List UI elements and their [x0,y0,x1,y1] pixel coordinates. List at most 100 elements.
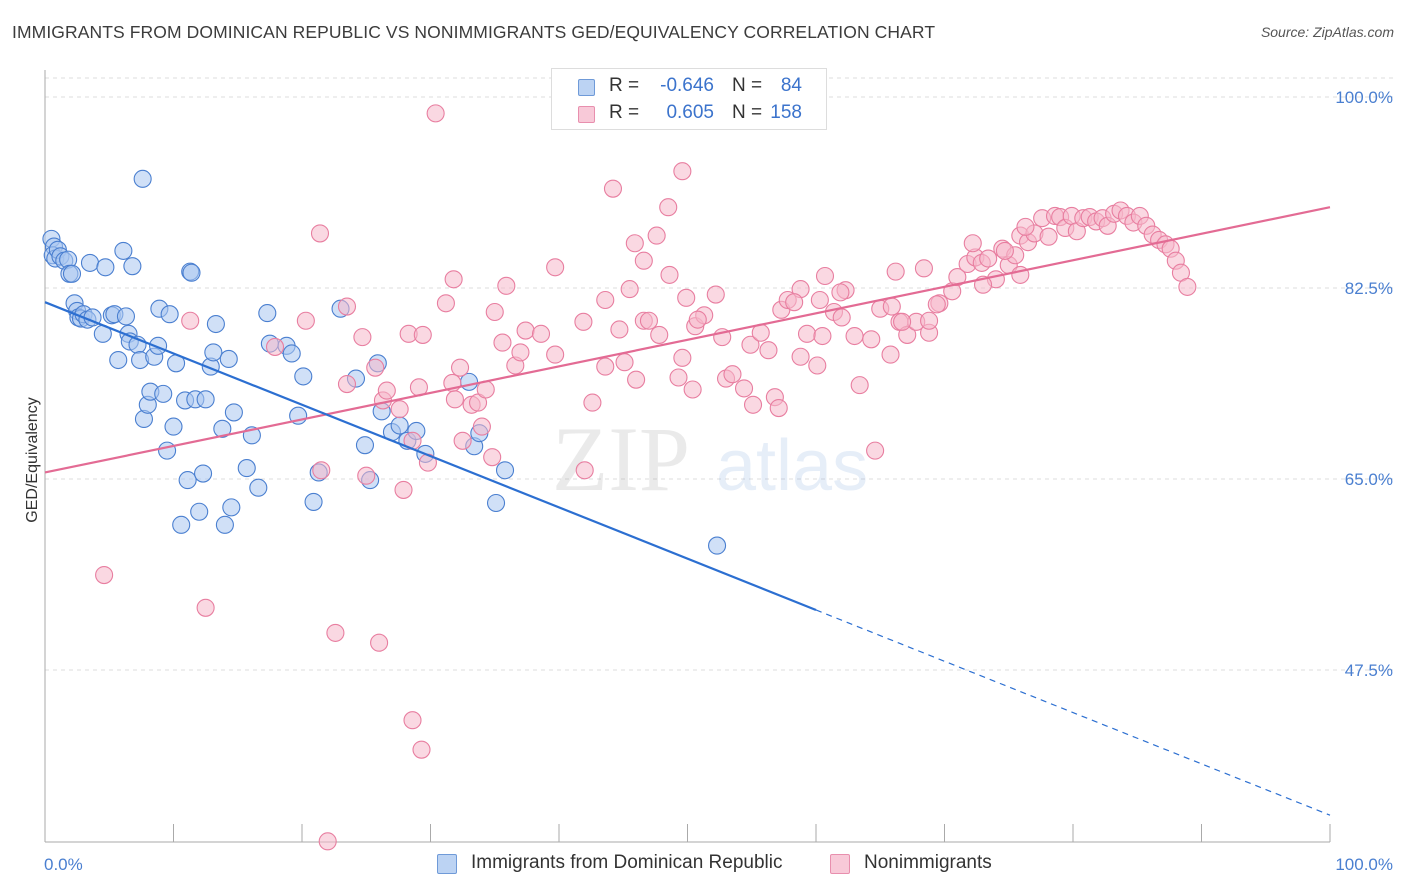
data-point-nonimmigrants [483,448,502,467]
legend-r-label: R = [609,75,640,96]
data-point-nonimmigrants [995,241,1014,260]
data-point-nonimmigrants [866,441,885,460]
data-point-nonimmigrants [181,311,200,330]
data-point-nonimmigrants [688,310,707,329]
data-point-nonimmigrants [196,598,215,617]
data-point-nonimmigrants [265,337,285,356]
data-point-nonimmigrants [353,328,372,347]
data-point-nonimmigrants [831,283,850,302]
data-point-immigrants [178,471,197,490]
x-tick-label-right: 100.0% [1335,855,1393,874]
data-point-immigrants [172,515,191,534]
data-point-immigrants [237,459,256,478]
data-point-nonimmigrants [546,345,565,364]
data-point-nonimmigrants [493,333,512,352]
data-point-immigrants [204,343,223,362]
data-point-nonimmigrants [596,290,615,310]
data-point-nonimmigrants [453,431,472,450]
data-point-nonimmigrants [377,381,396,400]
data-point-immigrants [196,390,215,409]
data-point-nonimmigrants [963,234,982,253]
data-point-nonimmigrants [583,393,602,412]
data-point-nonimmigrants [403,711,422,730]
data-point-immigrants [96,258,115,277]
data-point-immigrants [294,367,313,386]
data-point-nonimmigrants [413,325,432,344]
data-point-nonimmigrants [444,270,463,289]
data-point-nonimmigrants [615,353,634,372]
data-point-nonimmigrants [881,345,900,364]
trend-line-immigrants [44,301,817,611]
data-point-nonimmigrants [683,380,702,399]
data-point-nonimmigrants [596,357,615,376]
data-point-nonimmigrants [743,395,763,414]
data-point-immigrants [109,350,128,370]
data-point-nonimmigrants [914,259,933,278]
data-point-nonimmigrants [706,285,725,304]
data-point-immigrants [123,257,142,276]
x-tick-label-left: 0.0% [44,855,83,874]
data-point-immigrants [215,515,234,534]
data-point-nonimmigrants [497,276,516,295]
legend-r-value: 0.605 [666,102,714,123]
data-point-nonimmigrants [1016,217,1035,236]
trend-line-nonimmigrants [44,206,1331,474]
data-point-nonimmigrants [920,311,939,330]
data-point-immigrants [114,241,133,260]
data-point-immigrants [182,263,201,282]
legend-n-label: N = [732,102,763,123]
data-point-nonimmigrants [639,311,659,330]
data-point-nonimmigrants [673,162,692,181]
data-point-nonimmigrants [472,417,491,436]
data-point-nonimmigrants [95,565,114,585]
data-point-nonimmigrants [627,370,646,389]
series-immigrants-points [42,169,727,555]
data-point-nonimmigrants [531,324,551,343]
data-point-immigrants [158,441,177,460]
data-point-nonimmigrants [620,280,639,299]
data-point-nonimmigrants [815,266,835,286]
bottom-legend-swatch-blue [437,854,457,874]
data-point-nonimmigrants [625,234,644,253]
data-point-nonimmigrants [882,297,901,316]
data-point-nonimmigrants [370,633,389,652]
legend-n-label: N = [732,75,763,96]
data-point-nonimmigrants [850,376,869,395]
data-point-nonimmigrants [810,290,829,310]
data-point-immigrants [160,305,179,324]
chart-title: IMMIGRANTS FROM DOMINICAN REPUBLIC VS NO… [12,22,936,42]
legend-n-value: 84 [780,75,802,96]
data-point-nonimmigrants [813,326,832,346]
data-point-immigrants [219,349,238,368]
source-label: Source: ZipAtlas.com [1260,24,1394,40]
data-point-nonimmigrants [647,226,666,245]
data-point-immigrants [222,498,241,517]
trend-lines [44,206,1331,816]
data-point-nonimmigrants [734,379,754,398]
data-point-nonimmigrants [445,390,464,409]
data-point-nonimmigrants [296,311,315,330]
data-point-nonimmigrants [310,224,330,243]
legend-n-value: 158 [770,102,802,123]
data-point-immigrants [190,502,209,521]
data-point-nonimmigrants [659,198,678,217]
data-point-nonimmigrants [948,268,967,287]
data-point-nonimmigrants [893,312,912,331]
data-point-nonimmigrants [312,461,331,480]
data-point-nonimmigrants [791,347,810,366]
data-point-nonimmigrants [808,356,827,375]
axes [44,70,1331,843]
data-point-nonimmigrants [862,330,881,349]
data-point-immigrants [486,493,506,513]
data-point-nonimmigrants [511,343,530,362]
data-point-nonimmigrants [390,400,409,419]
y-tick-label: 100.0% [1335,88,1393,107]
data-point-nonimmigrants [436,294,455,313]
watermark-atlas: atlas [716,426,868,506]
data-point-nonimmigrants [337,374,357,394]
data-point-immigrants [213,419,232,438]
watermark: ZIP atlas [552,408,868,510]
data-point-immigrants [133,169,152,188]
data-point-nonimmigrants [759,341,778,360]
watermark-zip: ZIP [552,408,690,510]
